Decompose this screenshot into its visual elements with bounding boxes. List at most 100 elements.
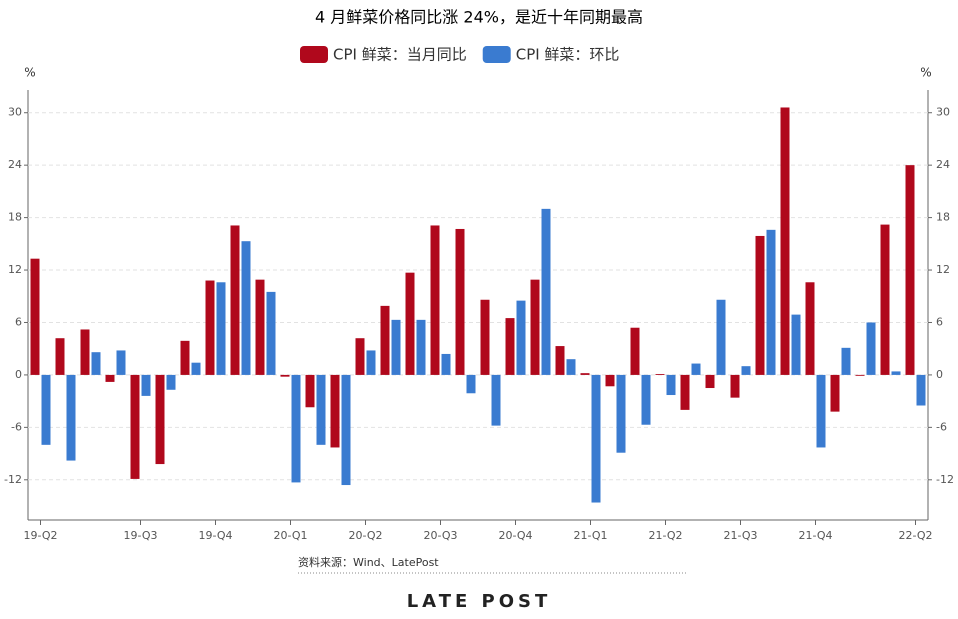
bar — [380, 305, 390, 375]
bar — [455, 228, 465, 375]
y-tick-label: 12 — [8, 263, 22, 276]
bar — [355, 338, 365, 375]
x-tick-label: 21-Q2 — [648, 529, 682, 542]
bar — [716, 299, 726, 375]
bar — [605, 374, 615, 387]
x-tick-label: 19-Q4 — [198, 529, 232, 542]
bar — [391, 319, 401, 375]
y-tick-label: 0 — [15, 368, 22, 381]
bar — [655, 374, 665, 375]
legend-label: CPI 鲜菜：当月同比 — [333, 46, 467, 64]
bar — [730, 374, 740, 398]
x-tick-label: 20-Q4 — [498, 529, 532, 542]
y2-tick-label: 6 — [936, 315, 943, 328]
y-tick-label: 18 — [8, 211, 22, 224]
bar — [766, 229, 776, 375]
bar — [680, 374, 690, 410]
bar — [855, 374, 865, 376]
bar — [641, 374, 651, 425]
bar — [405, 272, 415, 375]
y2-tick-label: -12 — [936, 473, 954, 486]
x-tick-label: 21-Q3 — [723, 529, 757, 542]
bar — [30, 258, 40, 375]
bar — [205, 280, 215, 375]
bar — [180, 340, 190, 375]
logo: LATE POST — [407, 591, 552, 612]
bar — [141, 374, 151, 396]
bar — [105, 374, 115, 382]
bar — [466, 374, 476, 394]
bar — [130, 374, 140, 479]
x-tick-label: 20-Q3 — [423, 529, 457, 542]
y2-axis-label: % — [920, 66, 931, 80]
bar — [916, 374, 926, 406]
x-tick-label: 19-Q3 — [123, 529, 157, 542]
bar — [66, 374, 76, 461]
bar — [330, 374, 340, 448]
bar — [216, 282, 226, 375]
chart-title: 4 月鲜菜价格同比涨 24%，是近十年同期最高 — [315, 8, 643, 27]
bar — [166, 374, 176, 390]
bar — [341, 374, 351, 486]
x-tick-label: 22-Q2 — [898, 529, 932, 542]
x-tick-label: 19-Q2 — [23, 529, 57, 542]
bar — [541, 208, 551, 375]
bar — [705, 374, 715, 389]
bar — [155, 374, 165, 465]
bar — [580, 373, 590, 375]
bar — [791, 314, 801, 375]
bar — [905, 165, 915, 375]
bar — [816, 374, 826, 448]
bar — [430, 225, 440, 375]
bar — [630, 327, 640, 375]
bar — [305, 374, 315, 408]
x-tick-label: 20-Q2 — [348, 529, 382, 542]
y2-tick-label: -6 — [936, 420, 947, 433]
bar — [780, 107, 790, 375]
bar — [741, 366, 751, 375]
bar — [55, 338, 65, 375]
bar — [505, 318, 515, 375]
y2-tick-label: 12 — [936, 263, 950, 276]
bar — [591, 374, 601, 503]
y-tick-label: -6 — [11, 420, 22, 433]
bar — [516, 300, 526, 375]
bar — [416, 319, 426, 375]
x-tick-label: 21-Q1 — [573, 529, 607, 542]
bar — [91, 352, 101, 375]
bar — [866, 322, 876, 375]
y-tick-label: -12 — [4, 473, 22, 486]
bar — [366, 350, 376, 375]
y2-tick-label: 0 — [936, 368, 943, 381]
bar — [255, 279, 265, 375]
x-tick-label: 20-Q1 — [273, 529, 307, 542]
source: 资料来源：Wind、LatePost — [298, 555, 439, 569]
bar — [880, 224, 890, 375]
bar — [80, 329, 90, 375]
bar — [616, 374, 626, 453]
bar — [566, 359, 576, 375]
bar — [230, 225, 240, 375]
legend-swatch — [482, 46, 511, 63]
y-tick-label: 30 — [8, 106, 22, 119]
bar — [666, 374, 676, 396]
y2-tick-label: 18 — [936, 211, 950, 224]
bar — [191, 362, 201, 375]
x-tick-label: 21-Q4 — [798, 529, 832, 542]
bar — [555, 346, 565, 375]
legend-swatch — [300, 46, 328, 63]
bar — [441, 353, 451, 375]
bar — [691, 363, 701, 375]
bar — [266, 291, 276, 375]
y-tick-label: 6 — [15, 315, 22, 328]
bar — [755, 235, 765, 375]
bar — [316, 374, 326, 445]
bar — [491, 374, 501, 426]
legend-label: CPI 鲜菜：环比 — [516, 46, 620, 64]
bar — [891, 371, 901, 375]
bar — [41, 374, 51, 445]
bar — [291, 374, 301, 483]
y2-tick-label: 30 — [936, 106, 950, 119]
bar — [841, 347, 851, 375]
